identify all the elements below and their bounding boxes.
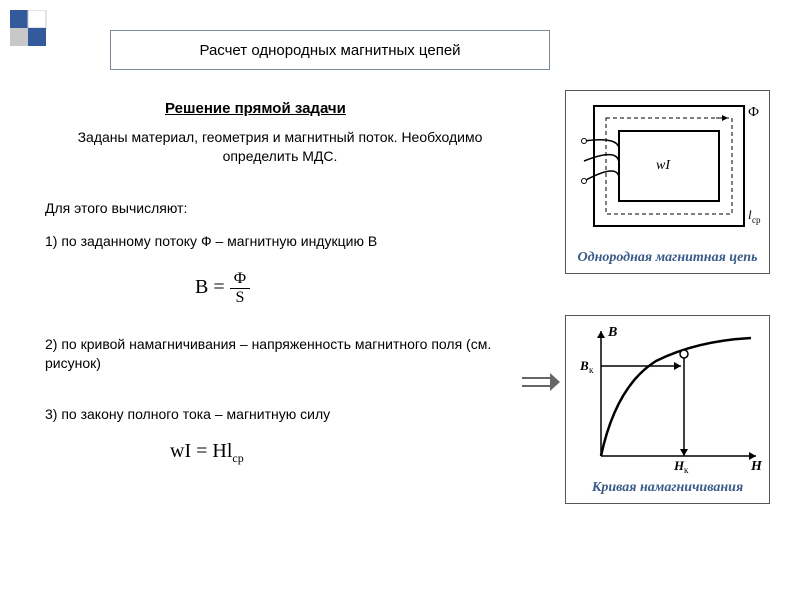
circuit-svg: wI Ф l ср <box>566 91 769 246</box>
circuit-caption: Однородная магнитная цепь <box>566 246 769 273</box>
step-1: 1) по заданному потоку Ф – магнитную инд… <box>45 232 505 251</box>
formula-wi-text: wI = Hl <box>170 440 232 462</box>
arrow-icon <box>520 370 560 394</box>
formula-b-frac: Ф S <box>230 270 251 307</box>
step-3: 3) по закону полного тока – магнитную си… <box>45 405 505 424</box>
svg-text:H: H <box>750 459 763 474</box>
sub-heading: Решение прямой задачи <box>165 100 346 117</box>
svg-text:к: к <box>684 465 689 475</box>
decor-squares <box>10 10 50 50</box>
curve-svg: B H B к H к <box>566 316 769 476</box>
list-intro: Для этого вычисляют: <box>45 200 187 216</box>
svg-text:B: B <box>579 358 589 373</box>
formula-wi-sub: ср <box>232 451 243 465</box>
step-2: 2) по кривой намагничивания – напряженно… <box>45 335 505 373</box>
circuit-diagram: wI Ф l ср Однородная магнитная цепь <box>565 90 770 274</box>
formula-b-lhs: B = <box>195 276 225 298</box>
page-title: Расчет однородных магнитных цепей <box>199 42 460 59</box>
formula-b-den: S <box>230 289 251 307</box>
svg-text:к: к <box>589 365 594 375</box>
formula-b: B = Ф S <box>195 270 250 307</box>
svg-text:ср: ср <box>752 215 761 225</box>
curve-diagram: B H B к H к Кривая намагничивания <box>565 315 770 504</box>
intro-text: Заданы материал, геометрия и магнитный п… <box>60 128 500 166</box>
curve-caption: Кривая намагничивания <box>566 476 769 503</box>
decor-squares-svg <box>10 10 50 50</box>
formula-wi: wI = Hlср <box>170 440 244 466</box>
svg-text:B: B <box>607 325 617 340</box>
page-title-box: Расчет однородных магнитных цепей <box>110 30 550 70</box>
svg-text:Ф: Ф <box>748 105 759 120</box>
svg-text:wI: wI <box>656 158 671 173</box>
formula-b-num: Ф <box>230 270 251 289</box>
